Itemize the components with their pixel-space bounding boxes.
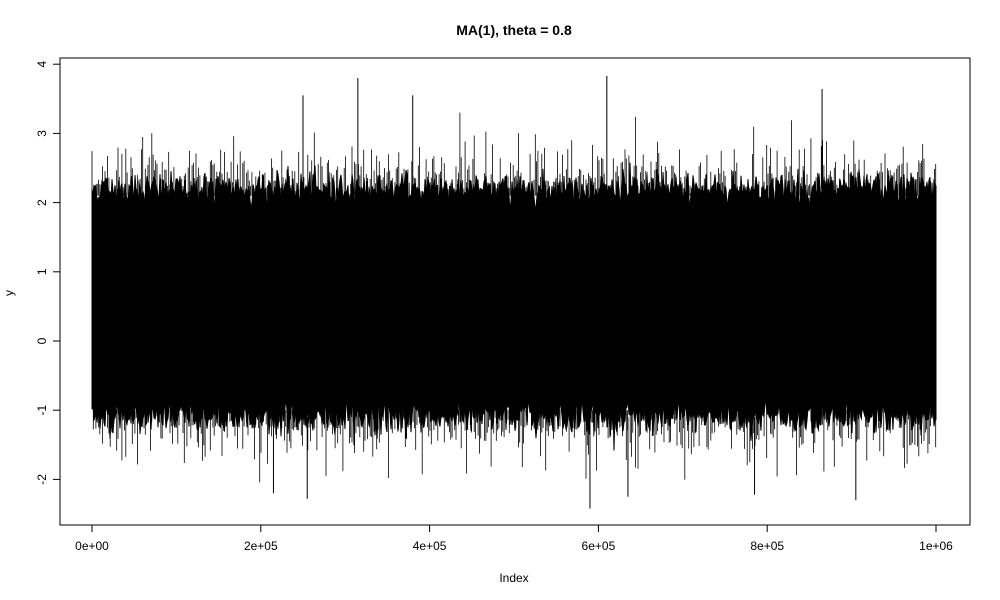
x-tick-label: 6e+05: [582, 539, 616, 553]
series-spikes: [91, 112, 937, 483]
x-tick-label: 4e+05: [413, 539, 447, 553]
series-layer: [91, 75, 937, 509]
x-tick-label: 1e+06: [919, 539, 953, 553]
y-tick-label: 2: [35, 199, 49, 206]
y-tick-label: 4: [35, 61, 49, 68]
x-tick-label: 2e+05: [244, 539, 278, 553]
y-axis: -2 -1 0 1 2 3 4: [35, 61, 61, 485]
x-axis-label: Index: [499, 571, 528, 585]
y-tick-label: 0: [35, 337, 49, 344]
x-axis: 0e+00 2e+05 4e+05 6e+05 8e+05 1e+06: [75, 524, 953, 553]
y-tick-label: -2: [35, 474, 49, 485]
y-tick-label: 3: [35, 130, 49, 137]
y-axis-label: y: [2, 290, 16, 296]
y-tick-label: 1: [35, 268, 49, 275]
y-tick-label: -1: [35, 405, 49, 416]
chart-title: MA(1), theta = 0.8: [456, 22, 572, 38]
x-tick-label: 8e+05: [750, 539, 784, 553]
series-band: [91, 162, 937, 451]
x-tick-label: 0e+00: [75, 539, 109, 553]
